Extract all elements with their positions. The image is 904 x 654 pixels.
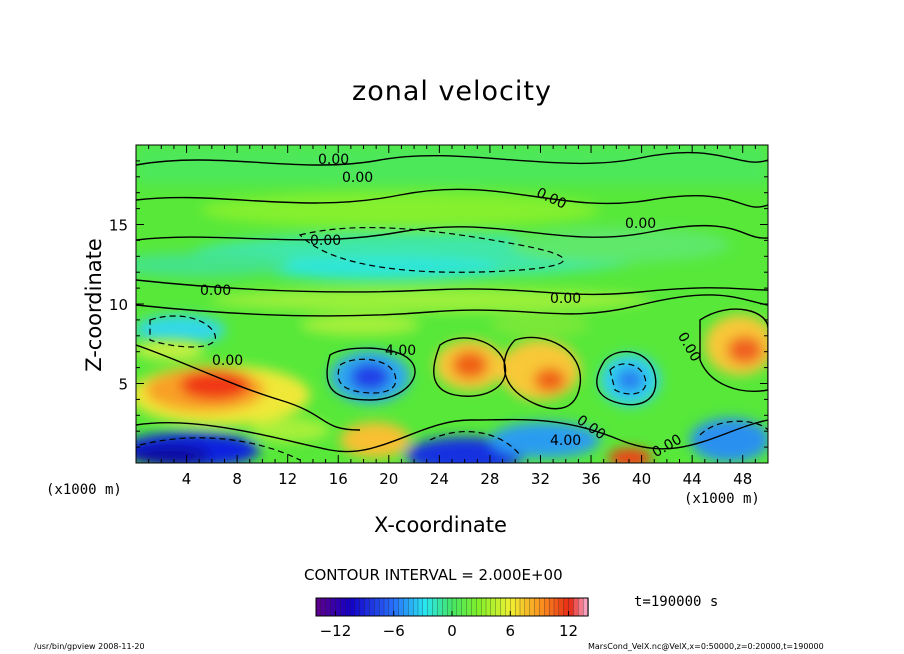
footer-program-date: /usr/bin/gpview 2008-11-20 (34, 642, 145, 651)
colorbar-cell (461, 597, 468, 617)
colorbar-cell (427, 597, 434, 617)
chart-title: zonal velocity (352, 76, 552, 107)
colorbar-cell (471, 597, 477, 617)
colorbar-cell (573, 597, 579, 617)
colorbar-cell (335, 597, 341, 617)
contour-label: 0.00 (200, 283, 231, 299)
footer-data-source: MarsCond_VelX.nc@VelX,x=0:50000,z=0:2000… (588, 642, 824, 651)
colorbar-cell (315, 597, 322, 617)
colorbar-cell (480, 597, 487, 617)
colorbar-cell (451, 597, 458, 617)
colorbar-cell (432, 597, 439, 617)
colorbar-cell (539, 597, 545, 617)
colorbar-cell (412, 597, 419, 617)
colorbar-cell (422, 597, 429, 617)
colorbar-cell (442, 597, 448, 617)
x-tick-label: 32 (531, 470, 550, 488)
x-axis-label: X-coordinate (374, 513, 507, 537)
x-axis-unit-right: (x1000 m) (684, 491, 760, 507)
colorbar-cell (548, 597, 555, 617)
colorbar-cell (325, 597, 332, 617)
colorbar-cell (340, 597, 346, 617)
colorbar-cell (398, 597, 405, 617)
colorbar-cell (374, 597, 380, 617)
colorbar-cell (437, 597, 443, 617)
contour-label: 0.00 (318, 152, 349, 168)
colorbar-cell (393, 597, 400, 617)
time-label: t=190000 s (634, 594, 719, 610)
y-tick-label: 15 (109, 217, 128, 235)
field-upper-bands (136, 145, 768, 345)
x-tick-label: 24 (430, 470, 449, 488)
colorbar-cell (514, 597, 521, 617)
colorbar-cell (490, 597, 497, 617)
x-tick-label: 4 (182, 470, 192, 488)
colorbar-cell (344, 597, 351, 617)
contour-label: 4.00 (385, 343, 416, 359)
x-tick-label: 8 (232, 470, 242, 488)
contour-label: 0.00 (342, 170, 373, 186)
colorbar-cell (529, 597, 536, 617)
contour-label: 4.00 (550, 433, 581, 449)
colorbar-cell (364, 597, 371, 617)
colorbar-cell (349, 597, 356, 617)
colorbar-cell (578, 597, 584, 617)
colorbar-tick-label: 6 (506, 622, 516, 640)
colorbar-cell (553, 597, 560, 617)
colorbar-tick-label: −6 (383, 622, 405, 640)
x-tick-label: 44 (683, 470, 702, 488)
colorbar-cell (417, 597, 424, 617)
contour-interval-label: CONTOUR INTERVAL = 2.000E+00 (304, 566, 563, 584)
colorbar-cell (408, 597, 414, 617)
x-axis-unit-left: (x1000 m) (46, 482, 122, 498)
colorbar-cell (495, 597, 502, 617)
colorbar-tick-label: 0 (447, 622, 457, 640)
colorbar-cell (403, 597, 409, 617)
colorbar-cell (354, 597, 361, 617)
colorbar-tick-label: 12 (559, 622, 578, 640)
colorbar-cell (383, 597, 390, 617)
colorbar-cell (359, 597, 366, 617)
y-tick-label: 5 (118, 376, 128, 394)
y-tick-label: 10 (109, 296, 128, 314)
x-tick-label: 12 (278, 470, 297, 488)
colorbar-ticks: −12 −6 0 6 12 (320, 611, 578, 640)
colorbar-cell (320, 597, 327, 617)
colorbar-cell (534, 597, 541, 617)
colorbar-cell (500, 597, 507, 617)
colorbar-cell (519, 597, 526, 617)
colorbar-cell (369, 597, 375, 617)
colorbar-cell (510, 597, 516, 617)
colorbar-cell (568, 597, 575, 617)
colorbar-cell (558, 597, 565, 617)
colorbar-cell (476, 597, 482, 617)
colorbar-cell (485, 597, 492, 617)
x-tick-label: 36 (581, 470, 600, 488)
contour-label: 0.00 (310, 233, 341, 249)
x-tick-label: 16 (329, 470, 348, 488)
x-tick-label: 40 (632, 470, 651, 488)
field-lower-cells (136, 315, 768, 463)
colorbar-cell (544, 597, 550, 617)
x-tick-label: 48 (733, 470, 752, 488)
contour-label: 0.00 (550, 291, 581, 307)
colorbar-cell (466, 597, 473, 617)
contour-label: 0.00 (625, 216, 656, 232)
contour-lines-negative (139, 226, 768, 461)
contour-label: 0.00 (212, 353, 243, 369)
colorbar-tick-label: −12 (320, 622, 352, 640)
x-tick-label: 20 (379, 470, 398, 488)
contour-lines (136, 151, 768, 453)
colorbar-cell (378, 597, 385, 617)
colorbar-cell (524, 597, 531, 617)
colorbar-cell (456, 597, 463, 617)
x-tick-label: 28 (480, 470, 499, 488)
